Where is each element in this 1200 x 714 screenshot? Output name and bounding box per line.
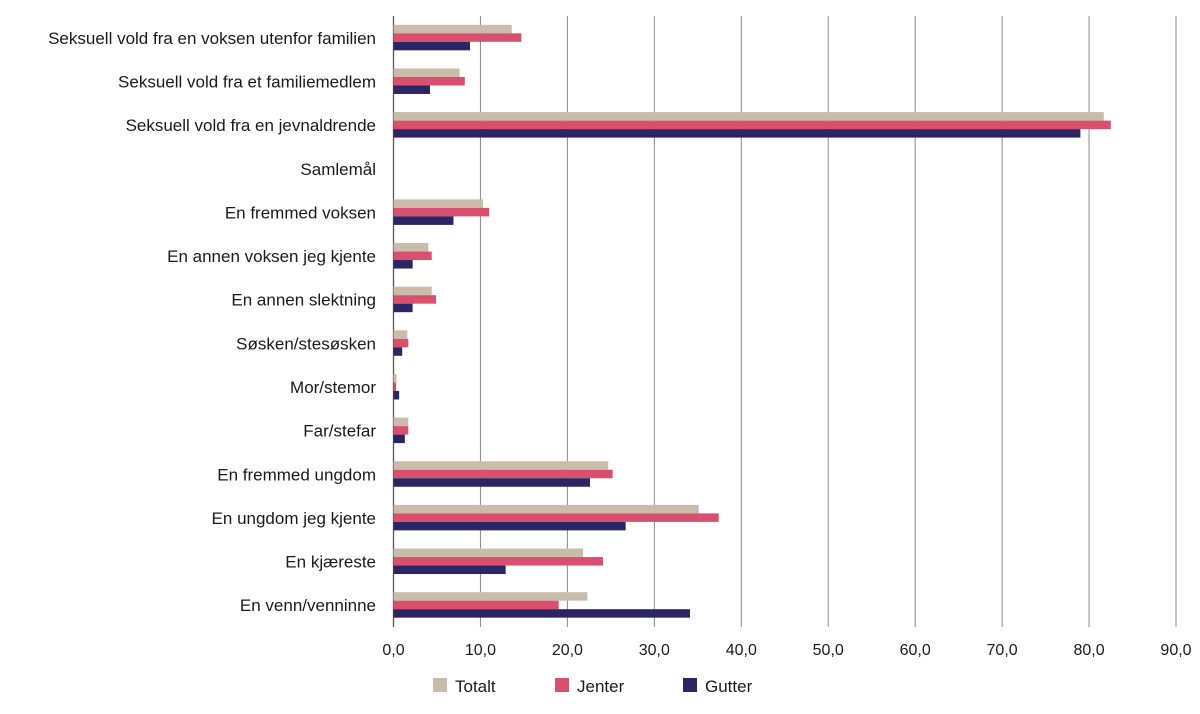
bar-gutter xyxy=(393,41,471,51)
x-tick-label: 30,0 xyxy=(639,642,670,659)
bars xyxy=(393,24,1111,618)
bar-jenter xyxy=(393,469,613,479)
bar-totalt xyxy=(393,504,699,514)
bar-gutter xyxy=(393,260,413,269)
bar-gutter xyxy=(393,521,626,531)
bar-totalt xyxy=(393,68,460,77)
bar-totalt xyxy=(393,112,1104,121)
bar-gutter xyxy=(393,129,1081,138)
bar-jenter xyxy=(393,120,1111,130)
bar-totalt xyxy=(393,286,432,296)
x-tick-label: 80,0 xyxy=(1073,642,1104,659)
bar-jenter xyxy=(393,251,432,261)
bar-totalt xyxy=(393,373,397,383)
bar-gutter xyxy=(393,565,506,575)
x-tick-label: 0,0 xyxy=(382,642,404,659)
category-label: Seksuell vold fra et familiemedlem xyxy=(118,72,376,91)
bar-jenter xyxy=(393,600,559,610)
category-label: Mor/stemor xyxy=(290,378,376,397)
bar-jenter xyxy=(393,338,409,348)
x-tick-label: 90,0 xyxy=(1160,642,1191,659)
bar-jenter xyxy=(393,426,409,435)
category-label: En fremmed voksen xyxy=(225,203,376,222)
bar-jenter xyxy=(393,207,490,217)
x-tick-label: 60,0 xyxy=(900,642,931,659)
bar-gutter xyxy=(393,609,690,618)
legend-swatch xyxy=(683,678,697,692)
category-label: En ungdom jeg kjente xyxy=(212,509,376,528)
bar-totalt xyxy=(393,548,584,558)
bar-gutter xyxy=(393,85,431,94)
x-tick-label: 40,0 xyxy=(726,642,757,659)
category-label: En fremmed ungdom xyxy=(217,465,376,484)
bar-gutter xyxy=(393,216,454,225)
bar-totalt xyxy=(393,417,409,427)
bar-gutter xyxy=(393,478,590,487)
legend-label: Jenter xyxy=(577,677,625,696)
bar-totalt xyxy=(393,592,588,601)
category-label: En annen slektning xyxy=(231,291,376,310)
category-label: Far/stefar xyxy=(303,422,376,441)
x-tick-label: 50,0 xyxy=(813,642,844,659)
category-label: En kjæreste xyxy=(285,553,376,572)
category-label: Seksuell vold fra en voksen utenfor fami… xyxy=(48,29,376,48)
x-tick-label: 70,0 xyxy=(987,642,1018,659)
bar-totalt xyxy=(393,199,484,208)
category-label: Søsken/stesøsken xyxy=(236,334,376,353)
bar-jenter xyxy=(393,33,522,42)
bar-totalt xyxy=(393,461,609,470)
category-labels: Seksuell vold fra en voksen utenfor fami… xyxy=(48,29,376,615)
bar-jenter xyxy=(393,557,604,566)
legend-swatch xyxy=(555,678,569,692)
legend-swatch xyxy=(433,678,447,692)
bar-gutter xyxy=(393,434,405,444)
gridlines xyxy=(392,16,1177,627)
bar-gutter xyxy=(393,303,413,313)
bar-totalt xyxy=(393,330,408,339)
bar-totalt xyxy=(393,243,429,252)
bar-jenter xyxy=(393,382,397,391)
bar-totalt xyxy=(393,24,512,34)
legend: Totalt Jenter Gutter xyxy=(433,677,753,696)
x-tick-label: 20,0 xyxy=(552,642,583,659)
category-label: Samlemål xyxy=(300,160,376,179)
bar-gutter xyxy=(393,390,400,400)
legend-label: Totalt xyxy=(455,677,496,696)
category-label: En venn/venninne xyxy=(240,596,376,615)
category-label: En annen voksen jeg kjente xyxy=(167,247,376,266)
x-tick-labels: 0,0 10,0 20,0 30,0 40,0 50,0 60,0 70,0 80,0 90,0 xyxy=(382,642,1191,659)
legend-label: Gutter xyxy=(705,677,753,696)
x-tick-label: 10,0 xyxy=(465,642,496,659)
bar-jenter xyxy=(393,513,719,522)
bar-jenter xyxy=(393,76,465,86)
bar-gutter xyxy=(393,347,403,356)
bar-jenter xyxy=(393,295,437,304)
category-label: Seksuell vold fra en jevnaldrende xyxy=(126,116,376,135)
